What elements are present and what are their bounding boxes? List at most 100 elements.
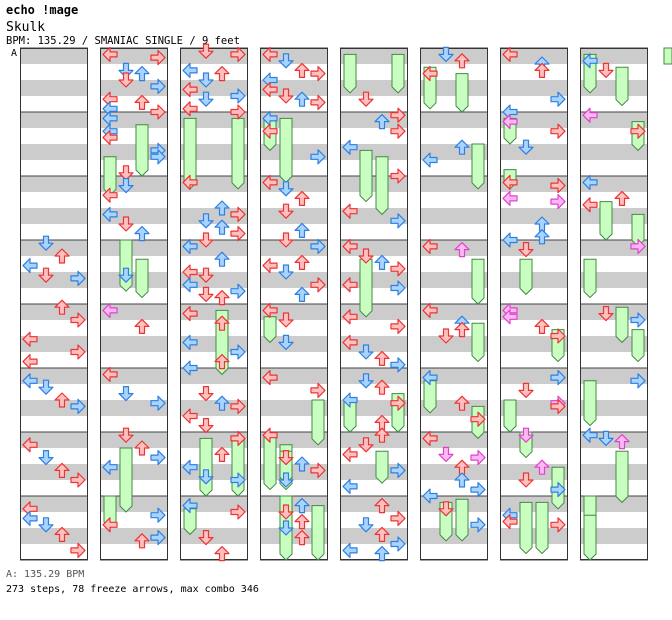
note-shape bbox=[550, 91, 566, 107]
note-arrow-up bbox=[614, 190, 630, 206]
note-arrow-up bbox=[374, 498, 390, 514]
column-border bbox=[20, 48, 88, 560]
note-shape bbox=[278, 450, 294, 466]
note-shape bbox=[214, 446, 230, 462]
note-arrow-right bbox=[310, 382, 326, 398]
note-shape bbox=[390, 510, 406, 527]
note-arrow-down bbox=[38, 235, 54, 251]
note-shape bbox=[598, 306, 614, 322]
note-arrow-right bbox=[230, 430, 246, 446]
note-arrow-left bbox=[502, 113, 518, 130]
note-arrow-left bbox=[22, 258, 38, 274]
note-arrow-down bbox=[198, 418, 214, 434]
note-arrow-right bbox=[150, 450, 166, 466]
note-arrow-down bbox=[118, 72, 134, 88]
note-arrow-left bbox=[502, 174, 518, 190]
note-shape bbox=[198, 418, 214, 434]
note-arrow-left bbox=[342, 446, 358, 462]
note-arrow-right bbox=[390, 107, 406, 123]
chart-stats: 273 steps, 78 freeze arrows, max combo 3… bbox=[6, 584, 259, 595]
note-shape bbox=[182, 306, 198, 322]
beat-band bbox=[420, 176, 488, 192]
note-arrow-left bbox=[502, 232, 518, 248]
note-shape bbox=[102, 46, 118, 63]
note-arrow-down bbox=[38, 379, 54, 395]
note-shape bbox=[630, 312, 646, 328]
freeze-arrow bbox=[503, 399, 517, 433]
beat-band bbox=[340, 432, 408, 448]
note-arrow-left bbox=[342, 542, 358, 559]
note-shape bbox=[230, 344, 246, 360]
note-arrow-left bbox=[102, 206, 118, 222]
note-shape bbox=[358, 437, 374, 453]
note-arrow-up bbox=[214, 545, 230, 562]
note-arrow-up bbox=[54, 526, 70, 543]
note-shape bbox=[518, 472, 534, 488]
note-arrow-left bbox=[182, 101, 198, 117]
note-arrow-down bbox=[358, 91, 374, 107]
note-shape bbox=[294, 190, 310, 206]
note-arrow-right bbox=[70, 472, 86, 488]
note-arrow-left bbox=[342, 277, 358, 293]
note-arrow-right bbox=[550, 91, 566, 107]
note-arrow-down bbox=[598, 430, 614, 446]
freeze-arrow bbox=[471, 143, 485, 190]
beat-band bbox=[580, 208, 648, 224]
note-shape bbox=[454, 395, 470, 411]
note-shape bbox=[422, 430, 438, 446]
note-shape bbox=[198, 529, 214, 546]
freeze-arrow bbox=[343, 53, 357, 94]
note-arrow-left bbox=[182, 277, 198, 293]
note-shape bbox=[182, 62, 198, 79]
beat-band bbox=[420, 336, 488, 352]
beat-band bbox=[20, 464, 88, 480]
note-arrow-left bbox=[422, 430, 438, 446]
note-shape bbox=[470, 517, 486, 533]
note-arrow-right bbox=[150, 395, 166, 411]
note-shape bbox=[230, 504, 246, 520]
note-arrow-up bbox=[294, 254, 310, 270]
freeze-arrow bbox=[583, 380, 597, 427]
note-shape bbox=[278, 53, 294, 69]
note-arrow-left bbox=[262, 46, 278, 63]
note-shape bbox=[614, 434, 630, 450]
column-border bbox=[260, 48, 328, 560]
note-shape bbox=[278, 232, 294, 248]
note-shape bbox=[198, 72, 214, 88]
note-shape bbox=[214, 545, 230, 562]
note-shape bbox=[150, 149, 166, 165]
note-shape bbox=[182, 334, 198, 350]
note-shape bbox=[534, 62, 550, 79]
note-arrow-left bbox=[342, 478, 358, 494]
note-shape bbox=[230, 226, 246, 242]
freeze-arrow bbox=[615, 66, 629, 107]
note-shape bbox=[102, 130, 118, 146]
note-shape bbox=[38, 450, 54, 466]
note-arrow-down bbox=[198, 232, 214, 248]
note-shape bbox=[230, 398, 246, 414]
note-arrow-left bbox=[422, 370, 438, 386]
beat-band bbox=[580, 464, 648, 480]
note-arrow-up bbox=[294, 513, 310, 530]
note-arrow-right bbox=[470, 411, 486, 427]
beat-band bbox=[340, 528, 408, 544]
note-arrow-right bbox=[630, 238, 646, 254]
note-shape bbox=[278, 504, 294, 520]
note-shape bbox=[278, 472, 294, 488]
note-arrow-left bbox=[342, 203, 358, 219]
note-shape bbox=[550, 370, 566, 386]
beat-band bbox=[500, 80, 568, 96]
note-shape bbox=[342, 139, 358, 155]
beat-band bbox=[420, 112, 488, 128]
freeze-arrow bbox=[119, 239, 133, 292]
note-arrow-up bbox=[214, 290, 230, 306]
note-shape bbox=[278, 181, 294, 197]
beat-band bbox=[420, 208, 488, 224]
note-shape bbox=[422, 488, 438, 504]
note-shape bbox=[374, 526, 390, 543]
note-arrow-left bbox=[342, 309, 358, 325]
note-shape bbox=[422, 65, 438, 82]
note-arrow-down bbox=[198, 469, 214, 485]
note-arrow-down bbox=[518, 139, 534, 155]
note-shape bbox=[374, 545, 390, 562]
